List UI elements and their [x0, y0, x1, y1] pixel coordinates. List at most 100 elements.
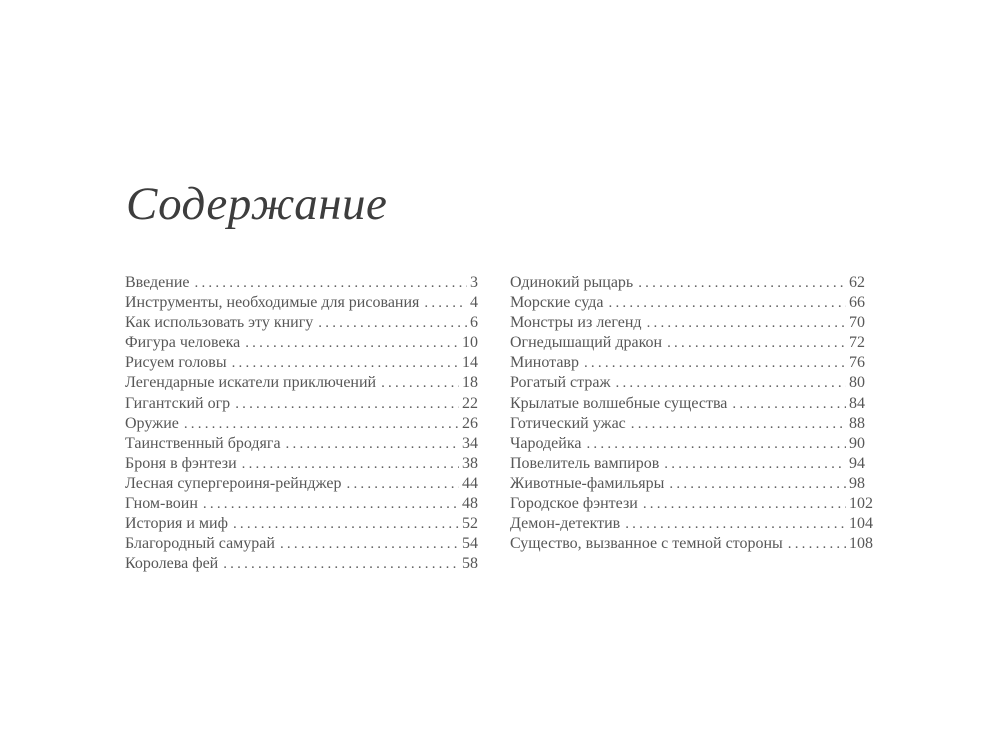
toc-entry-page-number: 66 — [849, 294, 865, 312]
toc-entry-label: Существо, вызванное с темной стороны — [510, 535, 783, 553]
dot-leader — [667, 333, 846, 353]
toc-entry-label: Броня в фэнтези — [125, 454, 237, 472]
toc-entry: Готический ужас 88 — [510, 414, 880, 434]
page-title: Содержание — [126, 178, 388, 230]
dot-leader — [242, 454, 459, 474]
toc-entry-page-number: 94 — [849, 454, 865, 472]
toc-entry-page-number: 26 — [462, 414, 478, 432]
toc-entry-page-number: 98 — [849, 474, 865, 492]
toc-entry: Одинокий рыцарь 62 — [510, 273, 880, 293]
toc-entry: История и миф 52 — [125, 514, 478, 534]
toc-entry-page-number: 80 — [849, 374, 865, 392]
toc-entry: Существо, вызванное с темной стороны 108 — [510, 534, 880, 554]
toc-entry-label: Королева фей — [125, 555, 219, 573]
toc-entry-page-number: 48 — [462, 495, 478, 513]
toc-entry-label: Крылатые волшебные существа — [510, 394, 728, 412]
toc-entry-page-number: 62 — [849, 274, 865, 291]
toc-entry-label: Огнедышащий дракон — [510, 334, 663, 352]
toc-entry: Монстры из легенд 70 — [510, 313, 880, 333]
dot-leader — [586, 434, 846, 454]
toc-entry-label: Готический ужас — [510, 414, 626, 432]
toc-entry-label: Инструменты, необходимые для рисования — [125, 294, 420, 312]
toc-entry: Инструменты, необходимые для рисования 4 — [125, 293, 478, 313]
dot-leader — [669, 474, 846, 494]
toc-entry: Животные-фамильяры 98 — [510, 474, 880, 494]
toc-entry-label: Как использовать эту книгу — [125, 314, 314, 332]
toc-entry: Благородный самурай 54 — [125, 534, 478, 554]
toc-entry-page-number: 88 — [849, 414, 865, 432]
dot-leader — [609, 293, 847, 313]
toc-entry-page-number: 90 — [849, 434, 865, 452]
toc-entry: Введение 3 — [125, 273, 478, 293]
toc-entry-label: Повелитель вампиров — [510, 454, 660, 472]
toc-entry-label: Гигантский огр — [125, 394, 231, 412]
toc-entry-label: Чародейка — [510, 434, 582, 452]
dot-leader — [631, 414, 846, 434]
toc-entry-page-number: 104 — [849, 515, 873, 533]
dot-leader — [643, 494, 846, 514]
toc-entry: Демон-детектив 104 — [510, 514, 880, 534]
toc-entry-page-number: 102 — [849, 495, 873, 513]
toc-entry: Оружие 26 — [125, 414, 478, 434]
dot-leader — [245, 333, 459, 353]
toc-entry-label: Городское фэнтези — [510, 495, 638, 513]
toc-entry: Чародейка 90 — [510, 434, 880, 454]
toc-entry-page-number: 4 — [470, 294, 478, 312]
dot-leader — [647, 313, 846, 333]
toc-entry: Городское фэнтези 102 — [510, 494, 880, 514]
toc-entry: Гном-воин 48 — [125, 494, 478, 514]
toc-entry: Минотавр 76 — [510, 353, 880, 373]
toc-entry-label: Гном-воин — [125, 495, 198, 513]
dot-leader — [732, 394, 846, 414]
toc-entry-page-number: 22 — [462, 394, 478, 412]
toc-entry-label: Рогатый страж — [510, 374, 611, 392]
toc-entry-page-number: 38 — [462, 454, 478, 472]
toc-entry-page-number: 3 — [470, 274, 478, 291]
toc-entry-page-number: 10 — [462, 334, 478, 352]
dot-leader — [195, 273, 468, 293]
toc-entry: Таинственный бродяга 34 — [125, 434, 478, 454]
toc-entry: Рогатый страж 80 — [510, 373, 880, 393]
toc-entry-page-number: 70 — [849, 314, 865, 332]
toc-entry-page-number: 108 — [849, 535, 873, 553]
toc-entry: Легендарные искатели приключений 18 — [125, 373, 478, 393]
toc-entry-page-number: 18 — [462, 374, 478, 392]
dot-leader — [318, 313, 467, 333]
dot-leader — [381, 373, 459, 393]
toc-entry-label: Введение — [125, 274, 190, 291]
toc-entry: Фигура человека 10 — [125, 333, 478, 353]
dot-leader — [788, 534, 846, 554]
toc-column-left: Введение 3 Инструменты, необходимые для … — [125, 273, 478, 574]
toc-entry-label: Одинокий рыцарь — [510, 274, 634, 291]
toc-entry: Как использовать эту книгу 6 — [125, 313, 478, 333]
dot-leader — [233, 514, 459, 534]
dot-leader — [286, 434, 459, 454]
toc-entry: Морские суда 66 — [510, 293, 880, 313]
dot-leader — [616, 373, 847, 393]
toc-columns: Введение 3 Инструменты, необходимые для … — [125, 273, 880, 574]
dot-leader — [584, 353, 846, 373]
toc-entry: Лесная супергероиня-рейнджер 44 — [125, 474, 478, 494]
dot-leader — [235, 394, 459, 414]
toc-entry-label: Животные-фамильяры — [510, 474, 665, 492]
toc-entry-page-number: 14 — [462, 354, 478, 372]
toc-entry-page-number: 52 — [462, 515, 478, 533]
toc-entry-label: Лесная супергероиня-рейнджер — [125, 474, 342, 492]
toc-entry-page-number: 34 — [462, 434, 478, 452]
toc-entry-page-number: 54 — [462, 535, 478, 553]
dot-leader — [638, 273, 846, 293]
dot-leader — [424, 293, 467, 313]
toc-entry-label: История и миф — [125, 515, 228, 533]
toc-entry-page-number: 58 — [462, 555, 478, 573]
dot-leader — [347, 474, 460, 494]
toc-entry-label: Рисуем головы — [125, 354, 227, 372]
toc-column-right: Одинокий рыцарь 62 Морские суда 66 Монст… — [510, 273, 880, 574]
dot-leader — [664, 454, 846, 474]
toc-entry-page-number: 6 — [470, 314, 478, 332]
toc-entry-label: Монстры из легенд — [510, 314, 642, 332]
toc-entry-label: Морские суда — [510, 294, 604, 312]
toc-entry-label: Легендарные искатели приключений — [125, 374, 377, 392]
toc-entry: Рисуем головы 14 — [125, 353, 478, 373]
dot-leader — [625, 514, 846, 534]
